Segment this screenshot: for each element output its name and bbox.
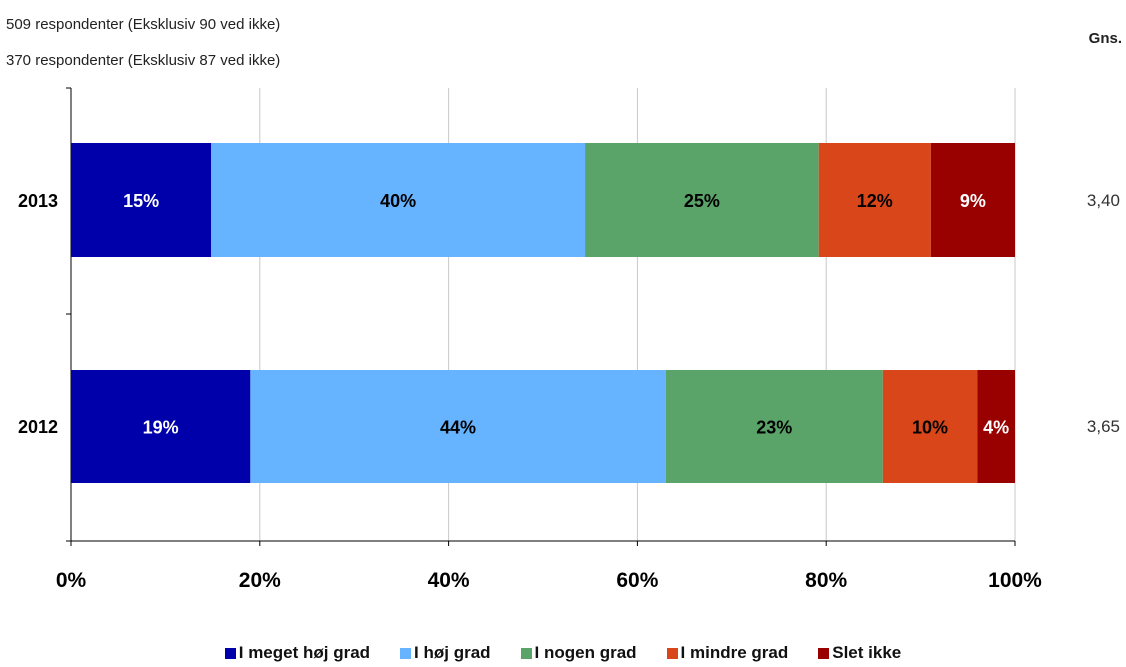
bar-segment [665, 370, 883, 483]
category-label: 2012 [18, 417, 58, 437]
legend-swatch [666, 647, 678, 659]
legend-swatch [818, 647, 830, 659]
legend-swatch [400, 647, 412, 659]
legend-item: I mindre grad [666, 643, 789, 663]
bar-segment [211, 143, 586, 257]
legend-swatch [520, 647, 532, 659]
x-tick-label: 60% [616, 569, 658, 592]
data-label: 23% [756, 418, 792, 438]
bar-segment [71, 370, 251, 483]
average-header-label: Gns. [1088, 30, 1122, 47]
legend-label: I meget høj grad [238, 643, 371, 662]
x-tick-label: 20% [239, 569, 281, 592]
x-tick-label: 0% [56, 569, 87, 592]
data-label: 15% [123, 191, 159, 211]
chart-legend: I meget høj grad I høj grad I nogen grad I … [0, 643, 1126, 663]
category-label: 2013 [18, 191, 58, 211]
data-label: 44% [440, 418, 476, 438]
bar-segment [930, 143, 1015, 257]
legend-label: I mindre grad [680, 643, 789, 662]
respondents-note-2013: 509 respondenter (Eksklusiv 90 ved ikke) [6, 16, 281, 33]
data-label: 40% [380, 191, 416, 211]
respondents-note-2012: 370 respondenter (Eksklusiv 87 ved ikke) [6, 52, 281, 69]
x-tick-label: 100% [988, 569, 1042, 592]
average-value: 3,40 [1087, 191, 1120, 210]
legend-item: I høj grad [400, 643, 491, 663]
average-column-header: Gns. [0, 30, 1126, 47]
data-label: 25% [684, 191, 720, 211]
legend-label: I nogen grad [534, 643, 637, 662]
legend-item: I meget høj grad [224, 643, 371, 663]
legend-item: Slet ikke [818, 643, 901, 663]
bar-segment [977, 370, 1015, 483]
data-label: 19% [143, 418, 179, 438]
bar-segment [882, 370, 978, 483]
legend-item: I nogen grad [520, 643, 637, 663]
x-tick-label: 40% [428, 569, 470, 592]
x-tick-label: 80% [805, 569, 847, 592]
legend-label: I høj grad [414, 643, 491, 662]
legend-swatch [224, 647, 236, 659]
bar-segment [71, 143, 212, 257]
bar-segment [585, 143, 819, 257]
bar-segment [250, 370, 666, 483]
data-label: 10% [912, 418, 948, 438]
data-label: 4% [983, 418, 1009, 438]
data-label: 12% [857, 191, 893, 211]
legend-label: Slet ikke [832, 643, 902, 662]
bar-segment [818, 143, 931, 257]
data-label: 9% [960, 191, 986, 211]
average-value: 3,65 [1087, 417, 1120, 436]
